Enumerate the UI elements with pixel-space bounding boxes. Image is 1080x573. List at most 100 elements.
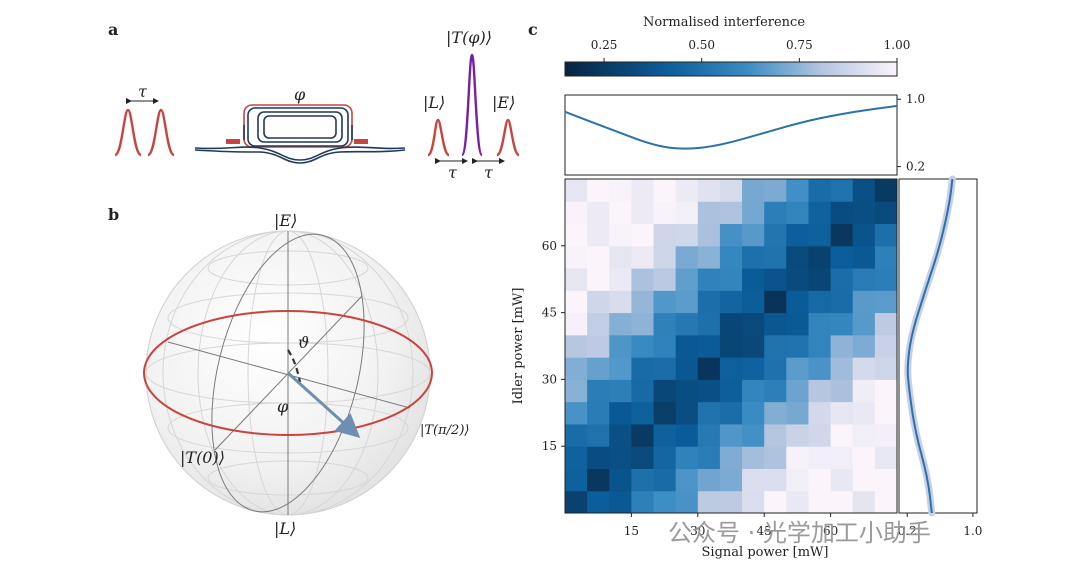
- heatmap-cell: [852, 401, 876, 425]
- heatmap-cell: [764, 245, 787, 269]
- heatmap-cell: [852, 179, 876, 202]
- equator-ring: [143, 310, 433, 436]
- heatmap-cell: [764, 490, 787, 514]
- heatmap-cell: [653, 357, 677, 380]
- colorbar: [564, 61, 898, 77]
- heatmap-cell: [587, 468, 610, 492]
- heatmap-cell: [719, 312, 743, 336]
- heatmap-cell: [609, 223, 632, 247]
- heatmap-cell: [852, 334, 876, 358]
- heatmap-cell: [786, 401, 809, 425]
- right-coupler: [354, 139, 368, 144]
- heatmap-cell: [808, 357, 832, 380]
- ket-T-phi: |T(φ)⟩: [446, 28, 492, 47]
- heatmap-cell: [653, 245, 677, 269]
- ket-E-b: |E⟩: [274, 211, 297, 230]
- heatmap-cell: [764, 290, 787, 314]
- heatmap-cell: [830, 468, 854, 492]
- heatmap-cell: [675, 201, 699, 225]
- bloch-sphere: [143, 230, 433, 516]
- heatmap-cell: [697, 357, 721, 380]
- heatmap-cell: [697, 423, 721, 447]
- heatmap-cell: [587, 179, 610, 202]
- heatmap-cell: [808, 401, 832, 425]
- heatmap-cell: [786, 201, 809, 225]
- heatmap-cell: [565, 245, 588, 269]
- output-pulses: [427, 53, 520, 157]
- x-axis-label: Signal power [mW]: [702, 545, 829, 560]
- heatmap-cell: [852, 268, 876, 291]
- heatmap-cell: [609, 201, 632, 225]
- right-marginal-line: [906, 178, 954, 514]
- heatmap-cell: [852, 245, 876, 269]
- tau-label-left: τ: [448, 163, 458, 182]
- heatmap-cell: [631, 223, 655, 247]
- colorbar-tick-label: 0.50: [688, 38, 715, 52]
- heatmap-cell: [786, 357, 809, 380]
- heatmap-cell: [565, 446, 588, 469]
- heatmap-cell: [609, 290, 632, 314]
- heatmap-cell: [631, 401, 655, 425]
- heatmap-cell: [874, 245, 898, 269]
- y-tick-label: 60: [542, 239, 557, 253]
- heatmap-cell: [742, 268, 765, 291]
- heatmap-cell: [764, 179, 787, 202]
- heatmap-cell: [697, 201, 721, 225]
- heatmap: [565, 179, 898, 514]
- heatmap-cell: [653, 201, 677, 225]
- heatmap-cell: [719, 379, 743, 403]
- heatmap-cell: [874, 423, 898, 447]
- heatmap-cell: [830, 290, 854, 314]
- heatmap-cell: [830, 268, 854, 291]
- heatmap-cell: [808, 423, 832, 447]
- heatmap-cell: [675, 490, 699, 514]
- heatmap-cell: [675, 268, 699, 291]
- heatmap-cell: [786, 268, 809, 291]
- heatmap-cell: [808, 334, 832, 358]
- heatmap-cell: [786, 223, 809, 247]
- heatmap-cell: [675, 379, 699, 403]
- heatmap-cell: [742, 245, 765, 269]
- heatmap-cell: [719, 423, 743, 447]
- heatmap-cell: [764, 423, 787, 447]
- state-vector: [286, 371, 361, 439]
- heatmap-cell: [786, 490, 809, 514]
- heatmap-cell: [697, 223, 721, 247]
- heatmap-cell: [631, 245, 655, 269]
- heatmap-cell: [697, 179, 721, 202]
- heatmap-cell: [631, 379, 655, 403]
- x-tick-label: 15: [624, 524, 639, 538]
- heatmap-cell: [830, 423, 854, 447]
- heatmap-cell: [742, 334, 765, 358]
- heatmap-cell: [675, 468, 699, 492]
- top-y-tick-label: 0.2: [906, 160, 925, 174]
- heatmap-cell: [874, 379, 898, 403]
- heatmap-cell: [719, 357, 743, 380]
- colorbar-ticks: 0.25 0.50 0.75 1.00: [591, 38, 911, 62]
- heatmap-cell: [587, 201, 610, 225]
- heatmap-cell: [565, 379, 588, 403]
- heatmap-cell: [874, 468, 898, 492]
- heatmap-cell: [852, 223, 876, 247]
- colorbar-tick-label: 1.00: [884, 38, 911, 52]
- y-tick-label: 15: [542, 439, 557, 453]
- heatmap-cell: [852, 201, 876, 225]
- heatmap-cell: [719, 268, 743, 291]
- input-pulses: [113, 108, 176, 157]
- heatmap-cell: [786, 179, 809, 202]
- phi-label-a: φ: [294, 85, 306, 104]
- heatmap-cell: [764, 334, 787, 358]
- heatmap-cell: [697, 334, 721, 358]
- heatmap-cell: [697, 245, 721, 269]
- x-tick-label: 45: [757, 524, 772, 538]
- heatmap-cell: [764, 201, 787, 225]
- panel-b-label: b: [108, 205, 119, 224]
- y-tick-label: 30: [542, 372, 557, 386]
- heatmap-cell: [852, 468, 876, 492]
- heatmap-cell: [565, 334, 588, 358]
- colorbar-tick-label: 0.25: [591, 38, 618, 52]
- heatmap-cell: [609, 179, 632, 202]
- heatmap-cell: [808, 223, 832, 247]
- heatmap-cell: [653, 334, 677, 358]
- tau-label-right: τ: [484, 163, 494, 182]
